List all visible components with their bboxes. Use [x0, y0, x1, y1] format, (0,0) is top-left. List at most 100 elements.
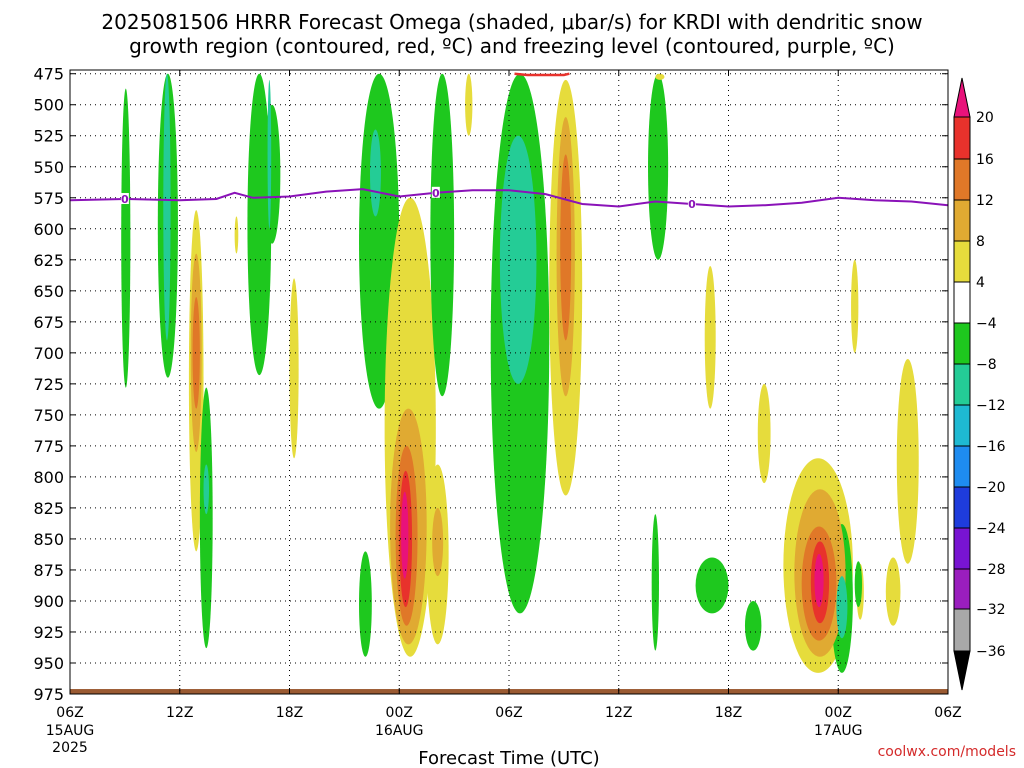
y-tick-label: 975 — [33, 685, 64, 704]
omega-cell — [885, 557, 901, 626]
colorbar-band — [953, 116, 971, 160]
omega-cell — [854, 561, 863, 608]
colorbar-band — [953, 568, 971, 610]
y-tick-label: 850 — [33, 530, 64, 549]
freezing-level-label-bg — [431, 186, 440, 198]
colorbar-label: −8 — [976, 357, 997, 373]
colorbar-band — [953, 527, 971, 570]
y-tick-label: 725 — [33, 375, 64, 394]
axes: 475 500 525 550 575 600 625 650 675 700 725 750 775 8… — [33, 65, 961, 756]
x-tick-label: 18Z — [276, 705, 303, 721]
y-tick-label: 825 — [33, 499, 64, 518]
y-tick-label: 700 — [33, 344, 64, 363]
x-date-label: 16AUG — [375, 723, 424, 739]
omega-cell — [267, 79, 272, 229]
colorbar-band — [953, 158, 971, 201]
colorbar-label: −20 — [976, 480, 1006, 496]
colorbar-label: 16 — [976, 152, 994, 168]
chart-title-line-2: growth region (contoured, red, ºC) and f… — [129, 34, 895, 58]
omega-cell — [192, 297, 200, 409]
freezing-level-label: 0 — [121, 193, 129, 206]
x-tick-label: 06Z — [56, 705, 83, 721]
dendritic-growth-contour — [514, 72, 570, 77]
freezing-level-label-bg — [687, 197, 696, 209]
omega-cell — [263, 104, 281, 244]
omega-cell — [465, 73, 473, 136]
omega-cell — [499, 135, 537, 384]
y-tick-label: 925 — [33, 623, 64, 642]
colorbar-label: 4 — [976, 275, 985, 291]
omega-cell — [234, 216, 239, 254]
colorbar-band — [953, 281, 971, 324]
freezing-level-label-bg — [120, 193, 129, 205]
y-tick-label: 775 — [33, 437, 64, 456]
omega-cell — [163, 73, 171, 341]
watermark: coolwx.com/models — [878, 744, 1016, 760]
omega-cell — [757, 383, 771, 484]
colorbar-label: 20 — [976, 110, 994, 126]
y-tick-label: 675 — [33, 313, 64, 332]
colorbar-label: 12 — [976, 193, 994, 209]
y-tick-label: 575 — [33, 189, 64, 208]
x-tick-label: 00Z — [825, 705, 852, 721]
contour-lines: 0 0 0 — [70, 72, 948, 211]
colorbar-band — [953, 322, 971, 365]
freezing-level-line — [70, 188, 948, 208]
x-axis-title: Forecast Time (UTC) — [418, 748, 599, 768]
colorbar-label: −16 — [976, 439, 1006, 455]
omega-cell — [695, 557, 729, 614]
chart-title-line-1: 2025081506 HRRR Forecast Omega (shaded, … — [101, 10, 922, 34]
omega-cell — [560, 154, 572, 341]
omega-cell — [814, 553, 824, 608]
x-tick-label: 06Z — [495, 705, 522, 721]
omega-cell — [121, 88, 131, 388]
omega-cell — [744, 600, 762, 651]
colorbar-label: −32 — [976, 602, 1006, 618]
omega-cell — [851, 259, 859, 353]
y-tick-label: 625 — [33, 251, 64, 270]
y-tick-label: 525 — [33, 127, 64, 146]
x-tick-label: 18Z — [715, 705, 742, 721]
colorbar-top-arrow — [953, 77, 971, 118]
omega-cell — [648, 73, 669, 260]
y-tick-label: 875 — [33, 561, 64, 580]
omega-cell — [432, 507, 444, 577]
omega-cell — [836, 576, 848, 639]
omega-cell — [289, 278, 299, 459]
omega-cell — [199, 387, 213, 649]
colorbar-label: −12 — [976, 398, 1006, 414]
colorbar-label: −36 — [976, 644, 1006, 660]
omega-cell — [651, 514, 659, 651]
x-date-label: 2025 — [52, 740, 88, 756]
omega-cell — [401, 491, 409, 579]
omega-cell — [430, 73, 455, 397]
colorbar-label: −28 — [976, 562, 1006, 578]
colorbar-band — [953, 199, 971, 242]
y-tick-label: 750 — [33, 406, 64, 425]
x-date-label: 15AUG — [46, 723, 95, 739]
y-tick-label: 600 — [33, 220, 64, 239]
y-tick-label: 550 — [33, 158, 64, 177]
freezing-level-label: 0 — [432, 187, 440, 200]
omega-cell — [359, 551, 372, 657]
colorbar: 20 16 12 8 4 −4 −8 −12 −16 −20 −24 −28 −32 −36 — [953, 77, 1006, 691]
omega-cell — [655, 73, 665, 80]
y-tick-label: 800 — [33, 468, 64, 487]
colorbar-bottom-arrow — [953, 650, 971, 691]
colorbar-band — [953, 445, 971, 488]
y-tick-label: 650 — [33, 282, 64, 301]
colorbar-band — [953, 363, 971, 406]
y-tick-label: 900 — [33, 592, 64, 611]
colorbar-band — [953, 404, 971, 447]
omega-cell — [896, 359, 919, 564]
x-tick-label: 12Z — [166, 705, 193, 721]
colorbar-band — [953, 240, 971, 283]
omega-shading — [70, 73, 948, 694]
y-tick-label: 950 — [33, 654, 64, 673]
y-tick-label: 475 — [33, 65, 64, 84]
colorbar-label: 8 — [976, 234, 985, 250]
x-tick-label: 12Z — [605, 705, 632, 721]
colorbar-label: −4 — [976, 316, 997, 332]
colorbar-label: −24 — [976, 521, 1006, 537]
